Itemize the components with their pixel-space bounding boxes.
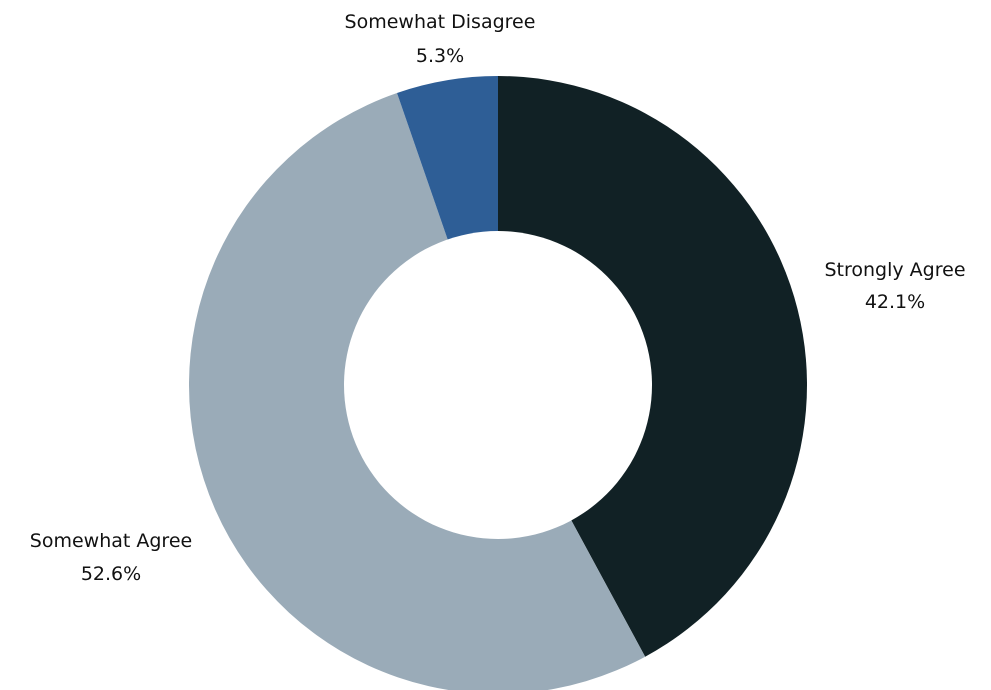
slice-label-value: 5.3% [416, 45, 464, 67]
slice-label-name: Strongly Agree [824, 259, 965, 281]
label-somewhat-agree: Somewhat Agree 52.6% [30, 530, 192, 585]
label-strongly-agree: Strongly Agree 42.1% [824, 259, 965, 313]
slice-label-name: Somewhat Agree [30, 530, 192, 552]
slice-label-value: 52.6% [81, 563, 141, 585]
label-somewhat-disagree: Somewhat Disagree 5.3% [345, 11, 536, 67]
slice-label-value: 42.1% [865, 291, 925, 313]
slice-label-name: Somewhat Disagree [345, 11, 536, 33]
donut-hole [344, 231, 652, 539]
